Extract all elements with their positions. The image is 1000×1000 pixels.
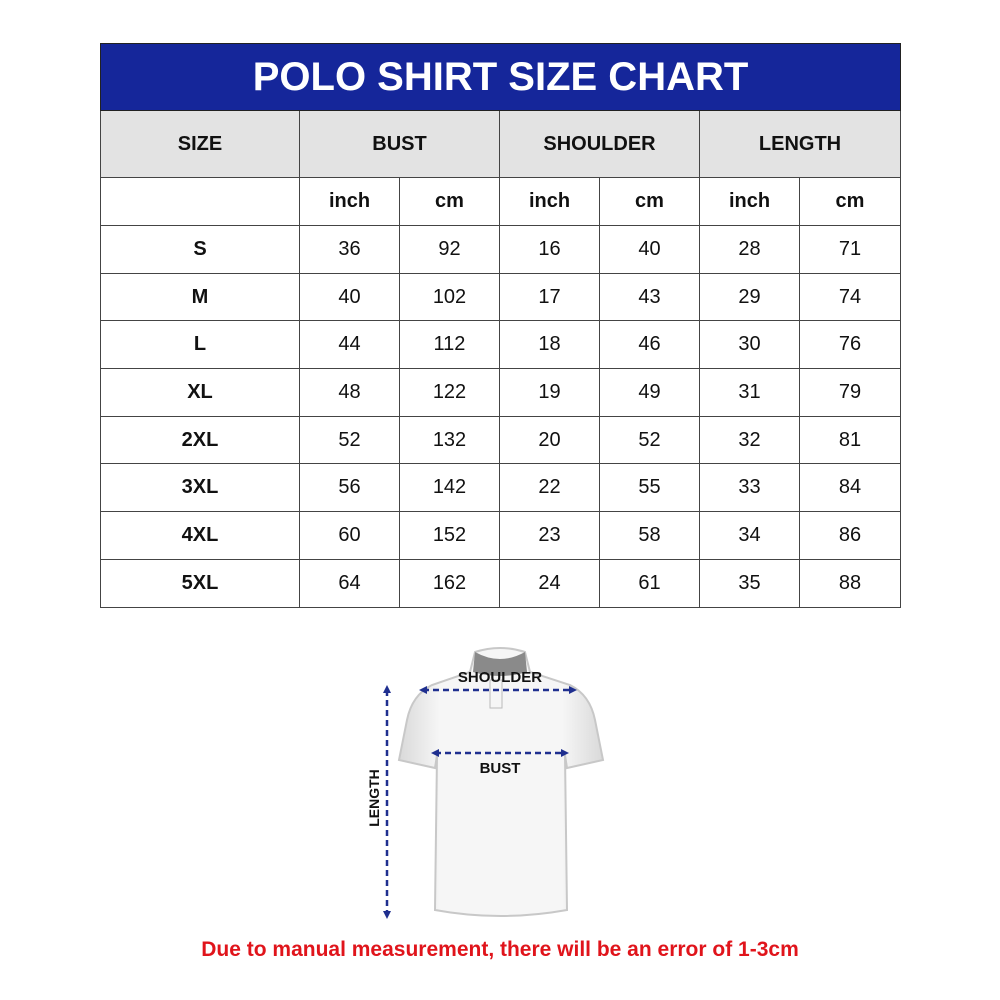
- size-cell: S: [100, 225, 300, 274]
- value-cell: 71: [798, 225, 902, 274]
- value-cell: 81: [798, 415, 902, 465]
- value-cell: 61: [599, 558, 700, 608]
- value-cell: 23: [499, 511, 600, 560]
- unit-cell: inch: [299, 177, 400, 226]
- value-cell: 112: [399, 320, 500, 370]
- value-cell: 74: [798, 272, 902, 322]
- value-cell: 162: [399, 558, 500, 608]
- header-size: SIZE: [100, 110, 300, 178]
- value-cell: 31: [699, 368, 800, 417]
- value-cell: 122: [399, 368, 500, 417]
- value-cell: 152: [399, 511, 500, 560]
- value-cell: 58: [599, 511, 700, 560]
- unit-cell: cm: [599, 177, 700, 226]
- value-cell: 132: [399, 415, 500, 465]
- value-cell: 64: [299, 558, 400, 608]
- value-cell: 142: [399, 463, 500, 513]
- unit-row: inch cm inch cm inch cm: [100, 177, 902, 226]
- table-row: XL 48 122 19 49 31 79: [100, 368, 902, 417]
- value-cell: 36: [299, 225, 400, 274]
- value-cell: 28: [699, 225, 800, 274]
- value-cell: 55: [599, 463, 700, 513]
- table-row: S 36 92 16 40 28 71: [100, 225, 902, 274]
- value-cell: 44: [299, 320, 400, 370]
- polo-shirt-icon: [397, 647, 605, 917]
- unit-cell: cm: [399, 177, 500, 226]
- table-row: 2XL 52 132 20 52 32 81: [100, 415, 902, 465]
- header-row: SIZE BUST SHOULDER LENGTH: [100, 110, 902, 178]
- value-cell: 52: [599, 415, 700, 465]
- table-row: L 44 112 18 46 30 76: [100, 320, 902, 370]
- size-cell: 5XL: [100, 558, 300, 608]
- table-row: M 40 102 17 43 29 74: [100, 272, 902, 322]
- value-cell: 102: [399, 272, 500, 322]
- value-cell: 22: [499, 463, 600, 513]
- value-cell: 60: [299, 511, 400, 560]
- value-cell: 32: [699, 415, 800, 465]
- value-cell: 46: [599, 320, 700, 370]
- header-bust: BUST: [299, 110, 500, 178]
- table-row: 3XL 56 142 22 55 33 84: [100, 463, 902, 513]
- bust-label: BUST: [480, 760, 521, 777]
- header-shoulder: SHOULDER: [499, 110, 700, 178]
- value-cell: 16: [499, 225, 600, 274]
- size-cell: XL: [100, 368, 300, 417]
- value-cell: 29: [699, 272, 800, 322]
- value-cell: 86: [798, 511, 902, 560]
- value-cell: 20: [499, 415, 600, 465]
- value-cell: 34: [699, 511, 800, 560]
- length-label: LENGTH: [366, 769, 382, 827]
- unit-empty: [100, 177, 300, 226]
- unit-cell: inch: [699, 177, 800, 226]
- value-cell: 88: [798, 558, 902, 608]
- size-cell: L: [100, 320, 300, 370]
- size-cell: 4XL: [100, 511, 300, 560]
- value-cell: 48: [299, 368, 400, 417]
- size-cell: M: [100, 272, 300, 322]
- value-cell: 35: [699, 558, 800, 608]
- value-cell: 84: [798, 463, 902, 513]
- unit-cell: cm: [798, 177, 902, 226]
- size-chart-table: POLO SHIRT SIZE CHART SIZE BUST SHOULDER…: [99, 43, 902, 608]
- value-cell: 56: [299, 463, 400, 513]
- value-cell: 40: [599, 225, 700, 274]
- value-cell: 52: [299, 415, 400, 465]
- chart-title: POLO SHIRT SIZE CHART: [99, 43, 902, 111]
- size-cell: 3XL: [100, 463, 300, 513]
- shirt-measurement-diagram: SHOULDER BUST LENGTH: [366, 647, 605, 919]
- value-cell: 33: [699, 463, 800, 513]
- value-cell: 79: [798, 368, 902, 417]
- header-length: LENGTH: [698, 110, 902, 178]
- value-cell: 49: [599, 368, 700, 417]
- table-row: 5XL 64 162 24 61 35 88: [100, 558, 902, 608]
- value-cell: 30: [699, 320, 800, 370]
- unit-cell: inch: [499, 177, 600, 226]
- value-cell: 24: [499, 558, 600, 608]
- value-cell: 18: [499, 320, 600, 370]
- size-cell: 2XL: [100, 415, 300, 465]
- value-cell: 43: [599, 272, 700, 322]
- shoulder-label: SHOULDER: [458, 669, 542, 686]
- table-row: 4XL 60 152 23 58 34 86: [100, 511, 902, 560]
- value-cell: 19: [499, 368, 600, 417]
- measurement-note: Due to manual measurement, there will be…: [201, 938, 799, 961]
- value-cell: 92: [399, 225, 500, 274]
- value-cell: 76: [798, 320, 902, 370]
- value-cell: 40: [299, 272, 400, 322]
- value-cell: 17: [499, 272, 600, 322]
